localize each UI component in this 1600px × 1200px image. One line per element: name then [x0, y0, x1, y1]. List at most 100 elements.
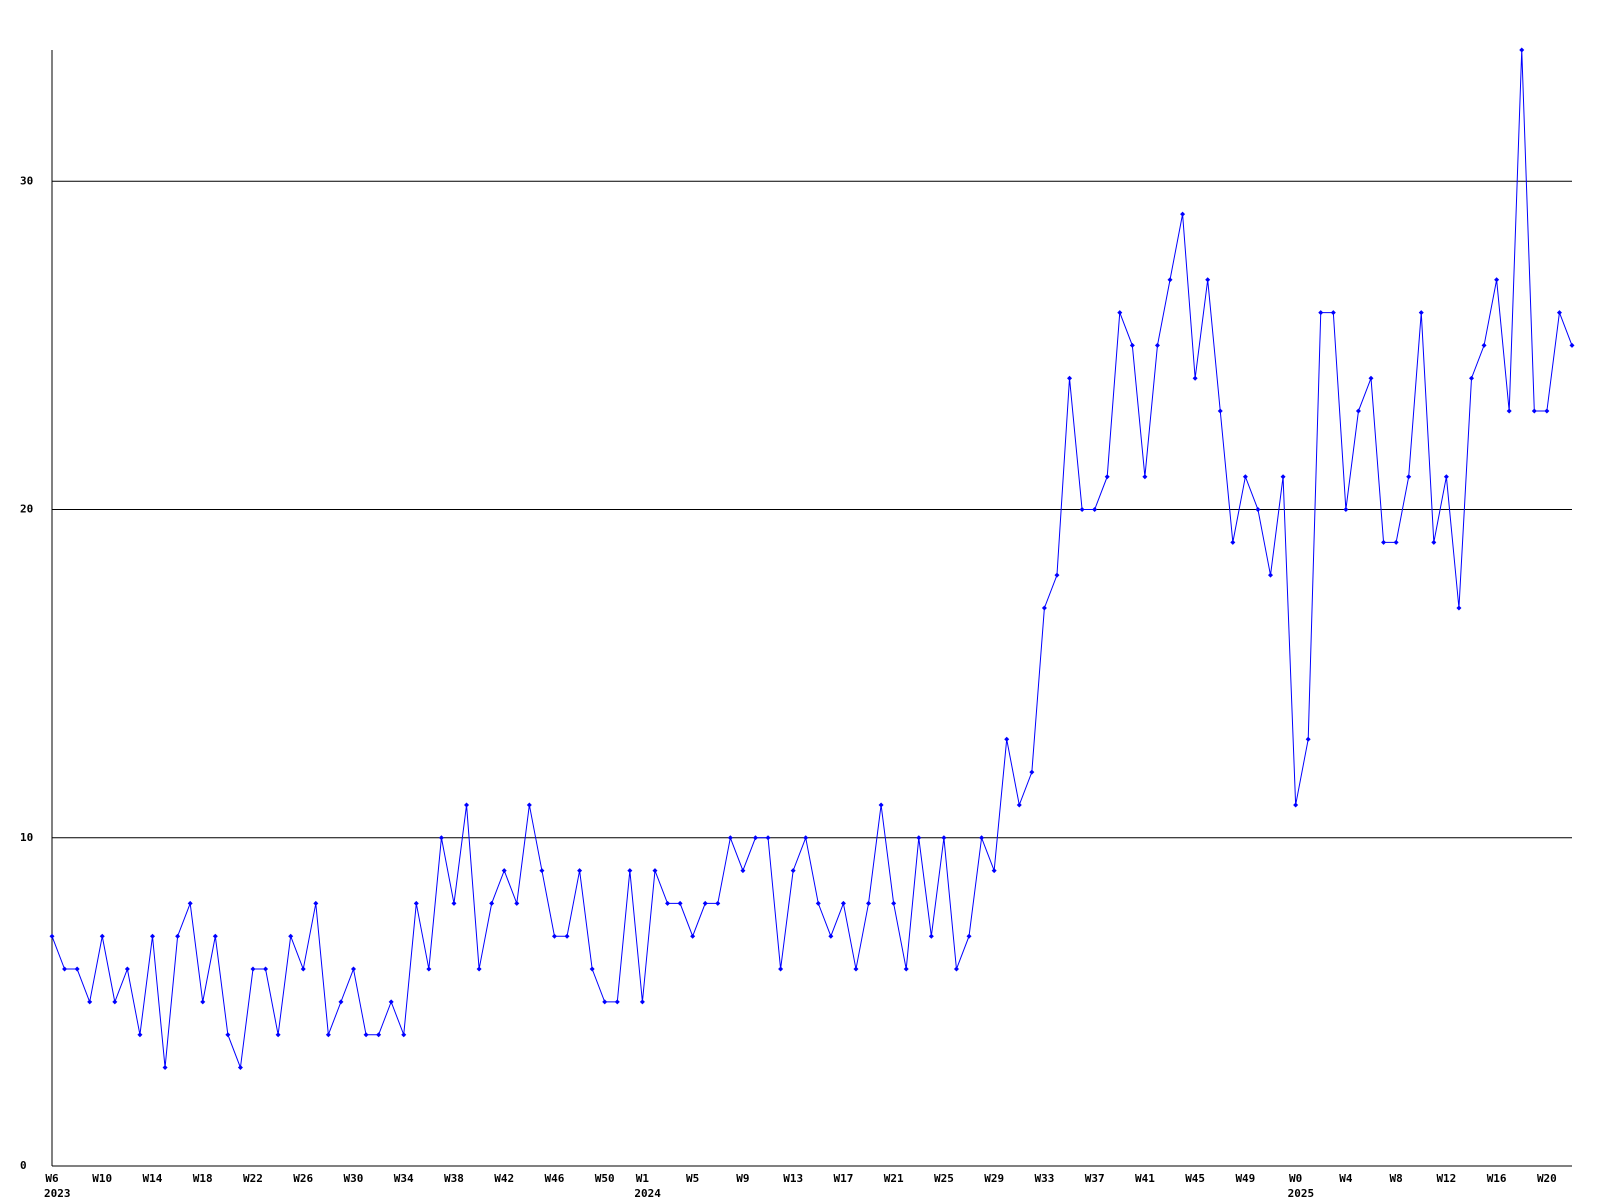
x-tick-label: W17	[833, 1172, 853, 1185]
x-tick-label: W25	[934, 1172, 954, 1185]
marker	[727, 835, 733, 841]
marker	[928, 933, 934, 939]
marker	[778, 966, 784, 972]
x-tick-label: W38	[444, 1172, 464, 1185]
x-tick-label: W6	[45, 1172, 59, 1185]
x-tick-label: W20	[1537, 1172, 1557, 1185]
x-tick-label: W42	[494, 1172, 514, 1185]
marker	[1343, 507, 1349, 513]
marker	[99, 933, 105, 939]
marker	[828, 933, 834, 939]
marker	[1519, 47, 1525, 53]
x-tick-label: W41	[1135, 1172, 1155, 1185]
x-tick-label: W10	[92, 1172, 112, 1185]
marker	[1154, 342, 1160, 348]
marker	[1268, 572, 1274, 578]
marker	[74, 966, 80, 972]
marker	[376, 1032, 382, 1038]
marker	[1217, 408, 1223, 414]
x-tick-label: W13	[783, 1172, 803, 1185]
marker	[1142, 474, 1148, 480]
x-tick-label: W12	[1436, 1172, 1456, 1185]
marker	[363, 1032, 369, 1038]
marker	[1242, 474, 1248, 480]
marker	[137, 1032, 143, 1038]
marker	[1456, 605, 1462, 611]
marker	[564, 933, 570, 939]
marker	[866, 900, 872, 906]
marker	[765, 835, 771, 841]
marker	[149, 933, 155, 939]
marker	[401, 1032, 407, 1038]
x-tick-label: W26	[293, 1172, 313, 1185]
marker	[853, 966, 859, 972]
marker	[1280, 474, 1286, 480]
x-tick-label: W8	[1390, 1172, 1403, 1185]
marker	[175, 933, 181, 939]
x-tick-label: W49	[1235, 1172, 1255, 1185]
marker	[1029, 769, 1035, 775]
marker	[665, 900, 671, 906]
x-tick-label: W33	[1034, 1172, 1054, 1185]
marker	[652, 868, 658, 874]
marker	[275, 1032, 281, 1038]
marker	[338, 999, 344, 1005]
marker	[325, 1032, 331, 1038]
marker	[602, 999, 608, 1005]
marker	[1004, 736, 1010, 742]
marker	[539, 868, 545, 874]
marker	[49, 933, 55, 939]
marker	[551, 933, 557, 939]
x-tick-label: W1	[636, 1172, 650, 1185]
marker	[1180, 211, 1186, 217]
marker	[815, 900, 821, 906]
marker	[1129, 342, 1135, 348]
y-tick-label: 20	[20, 503, 33, 516]
x-tick-label: W5	[686, 1172, 699, 1185]
marker	[112, 999, 118, 1005]
marker	[1067, 375, 1073, 381]
marker	[677, 900, 683, 906]
marker	[966, 933, 972, 939]
marker	[62, 966, 68, 972]
marker	[514, 900, 520, 906]
marker	[1318, 310, 1324, 316]
marker	[313, 900, 319, 906]
x-tick-label: W16	[1487, 1172, 1507, 1185]
marker	[740, 868, 746, 874]
x-tick-label: W45	[1185, 1172, 1205, 1185]
marker	[250, 966, 256, 972]
marker	[1293, 802, 1299, 808]
marker	[501, 868, 507, 874]
year-label: 2025	[1288, 1187, 1315, 1200]
marker	[1016, 802, 1022, 808]
marker	[1192, 375, 1198, 381]
marker	[1330, 310, 1336, 316]
marker	[1556, 310, 1562, 316]
marker	[991, 868, 997, 874]
marker	[1117, 310, 1123, 316]
marker	[87, 999, 93, 1005]
x-tick-label: W21	[884, 1172, 904, 1185]
x-tick-label: W37	[1085, 1172, 1105, 1185]
marker	[878, 802, 884, 808]
marker	[388, 999, 394, 1005]
marker	[690, 933, 696, 939]
marker	[803, 835, 809, 841]
x-tick-label: W14	[143, 1172, 163, 1185]
x-tick-label: W30	[344, 1172, 364, 1185]
marker	[1431, 539, 1437, 545]
y-tick-label: 30	[20, 174, 33, 187]
year-label: 2023	[44, 1187, 71, 1200]
x-tick-label: W9	[736, 1172, 749, 1185]
marker	[1041, 605, 1047, 611]
x-tick-label: W34	[394, 1172, 414, 1185]
x-tick-label: W0	[1289, 1172, 1302, 1185]
marker	[288, 933, 294, 939]
marker	[476, 966, 482, 972]
marker	[263, 966, 269, 972]
marker	[237, 1065, 243, 1071]
marker	[1205, 277, 1211, 283]
marker	[187, 900, 193, 906]
